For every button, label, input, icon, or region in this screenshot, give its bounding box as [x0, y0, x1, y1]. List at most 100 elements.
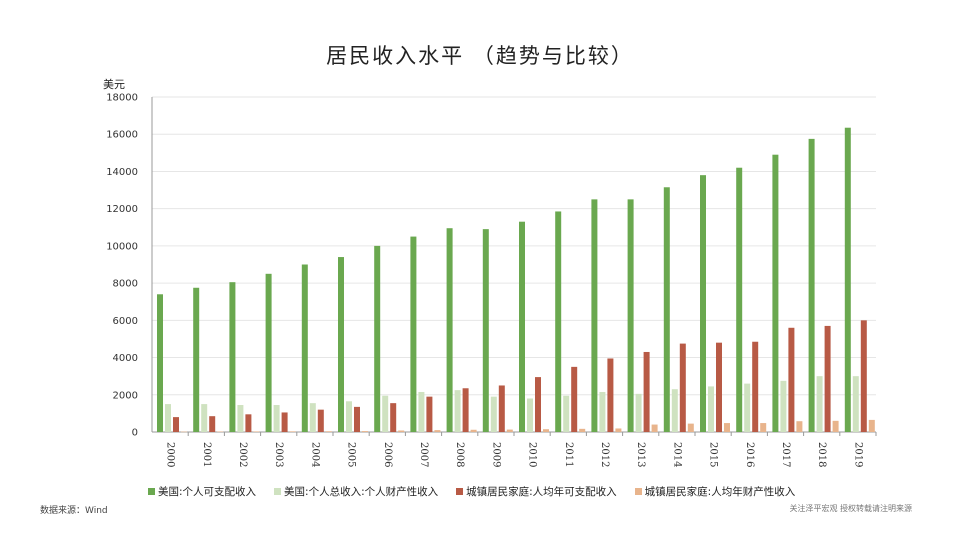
bar [362, 431, 368, 432]
bar [535, 377, 541, 432]
legend-swatch [634, 488, 642, 495]
x-tick-label: 2011 [563, 442, 574, 467]
bar [816, 376, 823, 432]
bar [788, 327, 795, 432]
legend-item-us-property: 美国:个人总收入:个人财产性收入 [274, 484, 438, 499]
bar [498, 385, 505, 432]
legend-item-cn-disposable: 城镇居民家庭:人均年可支配收入 [456, 484, 617, 499]
y-tick-label: 4000 [113, 353, 138, 364]
bar [237, 405, 244, 432]
bar [173, 417, 179, 432]
bar [579, 428, 586, 432]
bar [772, 154, 779, 432]
bar [671, 389, 678, 432]
bar [398, 430, 405, 432]
bar [860, 320, 867, 432]
bar [627, 199, 634, 432]
legend-swatch [274, 488, 282, 495]
x-tick-label: 2009 [490, 442, 501, 467]
bar [519, 221, 525, 432]
bar [201, 404, 208, 432]
bar [410, 236, 417, 432]
y-tick-label: 0 [132, 428, 138, 439]
bar [824, 325, 831, 432]
bar [852, 376, 859, 432]
bar [543, 429, 549, 432]
x-tick-label: 2005 [346, 442, 357, 467]
bar [289, 431, 296, 432]
bar [708, 386, 714, 432]
y-tick-label: 14000 [106, 167, 138, 178]
y-tick-label: 8000 [113, 279, 138, 290]
bar [808, 138, 815, 432]
bar [482, 229, 489, 432]
bar [571, 366, 578, 432]
bar [434, 430, 441, 432]
legend-label: 美国:个人可支配收入 [158, 486, 257, 498]
x-tick-label: 2008 [454, 442, 465, 467]
x-tick-label: 2019 [852, 442, 863, 467]
bar [470, 429, 477, 432]
bar [736, 167, 743, 432]
bar [301, 264, 308, 432]
bar [716, 342, 722, 432]
bar [165, 404, 171, 432]
bar [607, 358, 614, 432]
x-tick-label: 2017 [780, 442, 791, 467]
legend-label: 美国:个人总收入:个人财产性收入 [284, 486, 439, 498]
bar [374, 245, 381, 432]
bar [490, 396, 497, 432]
bar [418, 391, 425, 432]
bar [868, 419, 875, 432]
bar [338, 257, 344, 432]
x-tick-label: 2012 [599, 442, 610, 467]
bar [563, 395, 570, 432]
bar [253, 431, 260, 432]
x-tick-label: 2014 [671, 442, 682, 467]
bar [317, 409, 324, 432]
bar [181, 431, 187, 433]
x-tick-label: 2002 [237, 442, 248, 467]
x-tick-label: 2001 [201, 442, 212, 467]
legend-swatch [456, 488, 464, 495]
bar [700, 175, 706, 432]
bar [724, 423, 730, 432]
y-tick-label: 10000 [106, 241, 138, 252]
bar [796, 421, 803, 432]
bar [229, 282, 236, 432]
y-tick-label: 16000 [106, 130, 138, 141]
y-tick-label: 6000 [113, 316, 138, 327]
legend-swatch [148, 488, 155, 495]
x-tick-label: 2018 [816, 442, 827, 467]
legend-item-us-disposable: 美国:个人可支配收入 [148, 484, 256, 499]
bar [462, 388, 469, 432]
watermark-note: 关注泽平宏观 授权转载请注明来源 [789, 504, 912, 513]
y-tick-label: 18000 [106, 93, 138, 104]
legend: 美国:个人可支配收入 美国:个人总收入:个人财产性收入 城镇居民家庭:人均年可支… [148, 484, 795, 499]
x-tick-label: 2004 [309, 442, 320, 467]
bar [354, 406, 360, 432]
bar [157, 294, 163, 432]
bar [555, 211, 562, 432]
bar [390, 403, 397, 432]
bar [651, 424, 658, 432]
x-tick-label: 2016 [744, 442, 755, 467]
legend-label: 城镇居民家庭:人均年可支配收入 [466, 486, 617, 498]
bar [454, 390, 461, 432]
bar [217, 431, 224, 433]
bar [426, 396, 433, 432]
bar [744, 383, 751, 432]
bar [844, 127, 851, 432]
bar [273, 405, 280, 432]
x-tick-label: 2015 [708, 442, 719, 467]
bar [615, 428, 622, 432]
bar [591, 199, 598, 432]
bar [309, 403, 316, 432]
bar [245, 414, 252, 432]
bar [446, 228, 453, 432]
bar [325, 431, 332, 432]
bar [209, 416, 216, 432]
data-source: 数据来源：Wind [40, 506, 108, 516]
bar [760, 423, 767, 432]
